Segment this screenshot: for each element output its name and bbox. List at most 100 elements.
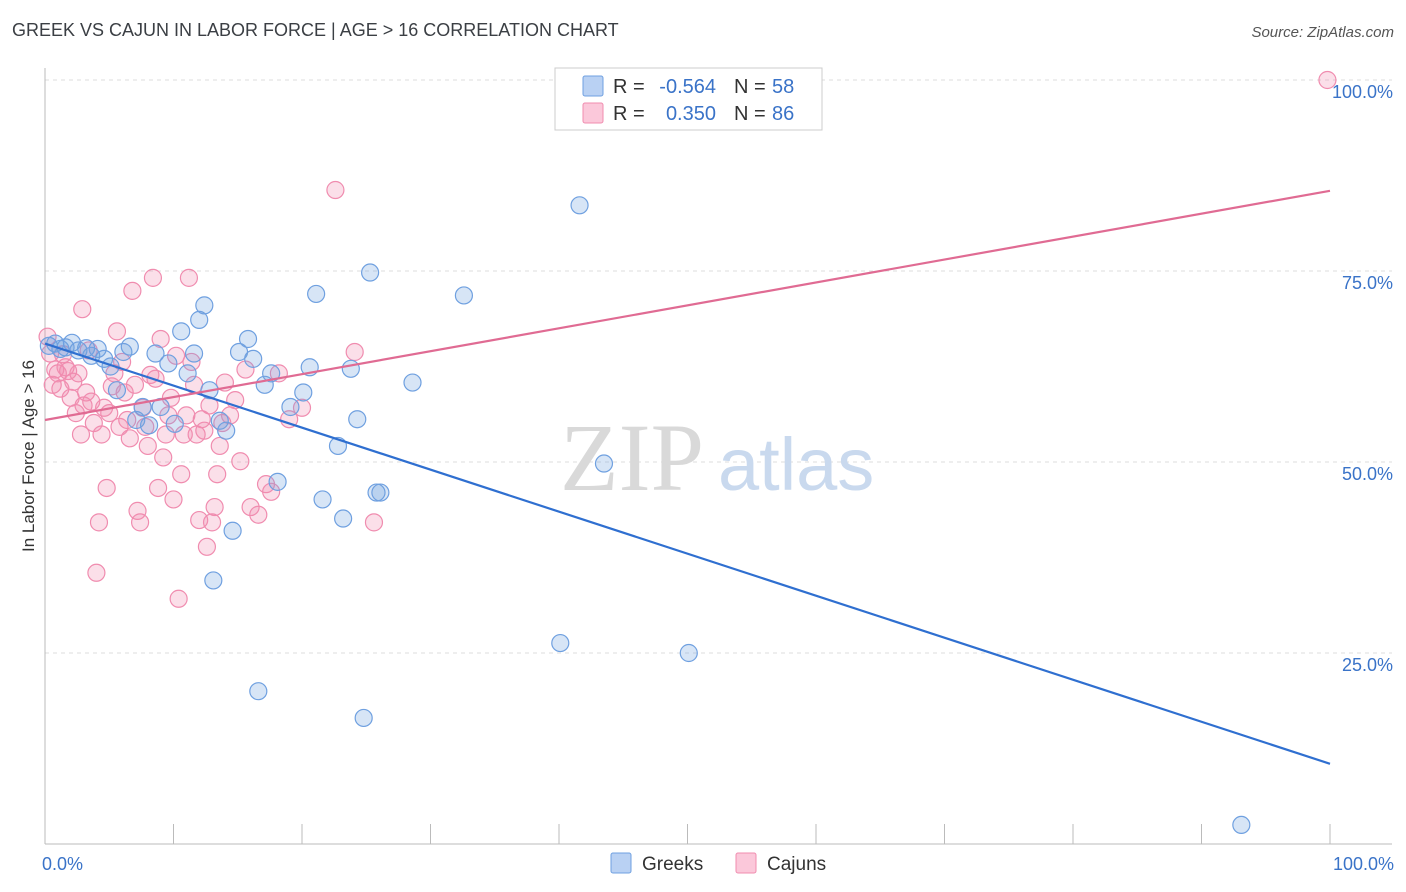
- legend-swatch-cajuns: [735, 852, 757, 874]
- data-point-cajuns: [172, 465, 191, 484]
- data-point-cajuns: [125, 375, 145, 394]
- data-point-greeks: [184, 344, 204, 363]
- data-point-cajuns: [97, 478, 116, 498]
- data-point-greeks: [146, 344, 165, 363]
- data-point-greeks: [195, 296, 214, 315]
- data-point-greeks: [238, 329, 258, 349]
- data-point-cajuns: [166, 346, 186, 365]
- data-point-cajuns: [262, 482, 281, 501]
- data-point-cajuns: [192, 410, 211, 429]
- series-legend: Greeks Cajuns: [610, 852, 826, 875]
- data-point-greeks: [262, 364, 281, 383]
- data-point-greeks: [294, 383, 313, 402]
- data-point-cajuns: [77, 383, 96, 402]
- data-point-greeks: [217, 421, 236, 440]
- data-point-greeks: [1232, 815, 1251, 835]
- data-point-cajuns: [73, 300, 92, 319]
- trend-line-cajuns: [44, 189, 1331, 422]
- data-point-cajuns: [120, 429, 139, 448]
- data-point-cajuns: [231, 452, 250, 471]
- data-point-greeks: [341, 359, 360, 378]
- legend-swatch-greeks: [610, 852, 632, 874]
- data-point-cajuns: [92, 425, 111, 444]
- data-point-greeks: [313, 490, 332, 509]
- legend-label-greeks: Greeks: [642, 854, 703, 875]
- data-point-cajuns: [241, 497, 260, 517]
- data-point-greeks: [334, 509, 353, 528]
- watermark: ZIP atlas: [560, 404, 874, 511]
- axes: [44, 68, 1392, 845]
- data-point-greeks: [107, 381, 127, 400]
- x-tick-label-max: 100.0%: [1333, 854, 1394, 874]
- data-point-cajuns: [205, 497, 224, 517]
- data-point-greeks: [354, 708, 373, 728]
- data-point-greeks: [281, 397, 300, 417]
- data-point-greeks: [348, 410, 367, 429]
- data-point-cajuns: [195, 421, 214, 440]
- data-point-cajuns: [364, 513, 384, 532]
- data-point-cajuns: [197, 537, 217, 556]
- y-tick-label: 25.0%: [1342, 655, 1393, 675]
- data-point-cajuns: [154, 448, 173, 467]
- y-tick-label: 75.0%: [1342, 273, 1393, 293]
- data-point-cajuns: [128, 501, 147, 520]
- trend-lines: [44, 189, 1331, 765]
- chart-title: GREEK VS CAJUN IN LABOR FORCE | AGE > 16…: [12, 20, 619, 40]
- data-point-cajuns: [71, 425, 91, 444]
- y-tick-labels: 25.0% 50.0% 75.0% 100.0%: [1332, 82, 1393, 675]
- stats-n-label-greeks: N =: [734, 76, 766, 98]
- x-ticks: [44, 824, 1331, 844]
- data-point-greeks: [361, 263, 380, 282]
- data-point-cajuns: [110, 417, 129, 436]
- data-point-cajuns: [210, 436, 229, 456]
- data-point-cajuns: [138, 436, 157, 456]
- stats-n-value-cajuns: 86: [772, 103, 794, 125]
- chart-source: Source: ZipAtlas.com: [1251, 24, 1394, 41]
- data-point-greeks: [244, 349, 263, 368]
- data-point-greeks: [570, 196, 589, 215]
- data-point-greeks: [454, 286, 474, 305]
- data-point-cajuns: [143, 268, 163, 287]
- data-point-greeks: [178, 364, 197, 383]
- data-point-cajuns: [164, 490, 183, 509]
- data-point-cajuns: [1318, 70, 1337, 90]
- data-point-greeks: [371, 483, 390, 502]
- y-axis-title: In Labor Force | Age > 16: [19, 360, 38, 552]
- data-point-cajuns: [202, 513, 222, 532]
- data-point-greeks: [268, 472, 287, 491]
- data-point-cajuns: [130, 513, 150, 532]
- y-tick-label: 100.0%: [1332, 82, 1393, 102]
- watermark-atlas: atlas: [718, 423, 874, 506]
- data-point-greeks: [403, 373, 422, 392]
- data-point-greeks: [172, 322, 191, 341]
- data-point-greeks: [88, 339, 107, 359]
- stats-r-value-greeks: -0.564: [659, 76, 716, 98]
- watermark-zip: ZIP: [560, 404, 704, 511]
- trend-line-greeks: [44, 342, 1331, 765]
- data-point-greeks: [210, 411, 229, 430]
- gridlines: [45, 79, 1392, 654]
- data-point-cajuns: [123, 281, 142, 300]
- legend-label-cajuns: Cajuns: [767, 854, 826, 875]
- data-point-greeks: [165, 414, 184, 433]
- data-point-greeks: [120, 337, 139, 356]
- series-greeks-points: [39, 196, 1251, 835]
- data-point-greeks: [551, 633, 570, 653]
- data-point-cajuns: [345, 342, 364, 362]
- data-point-cajuns: [69, 364, 88, 383]
- stats-n-value-greeks: 58: [772, 76, 794, 98]
- data-point-greeks: [367, 483, 386, 502]
- y-tick-label: 50.0%: [1342, 464, 1393, 484]
- data-point-cajuns: [249, 505, 268, 524]
- data-point-cajuns: [208, 465, 227, 484]
- data-point-greeks: [307, 284, 326, 304]
- stats-r-value-cajuns: 0.350: [666, 103, 716, 125]
- data-point-cajuns: [169, 589, 188, 608]
- x-tick-label-min: 0.0%: [42, 854, 83, 874]
- data-point-greeks: [204, 571, 223, 590]
- data-point-cajuns: [179, 268, 199, 287]
- data-point-greeks: [95, 349, 114, 368]
- data-point-greeks: [679, 643, 698, 663]
- data-point-greeks: [249, 682, 268, 701]
